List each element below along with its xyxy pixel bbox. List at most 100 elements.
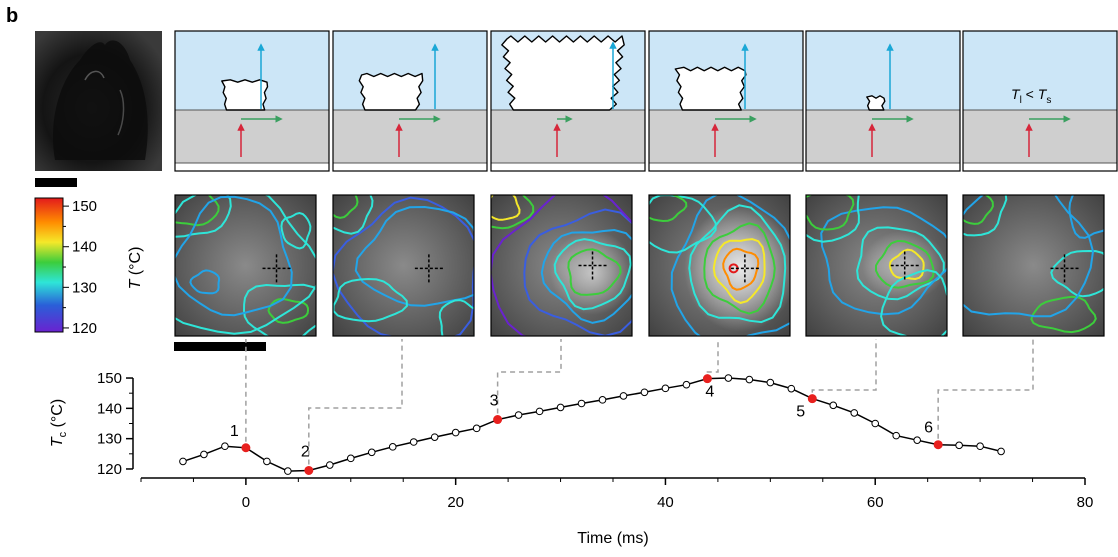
highlight-label-2: 2 — [301, 443, 310, 460]
data-point — [892, 431, 901, 440]
isotherm-contour — [242, 283, 316, 336]
vapor-bubble — [358, 72, 424, 111]
data-point — [221, 442, 229, 451]
data-point — [577, 399, 586, 408]
highlight-point-4 — [702, 374, 712, 384]
liquid-region — [963, 31, 1117, 110]
data-point — [661, 384, 670, 393]
data-point — [535, 407, 544, 416]
ir-frame — [332, 194, 475, 337]
substrate-region — [963, 110, 1117, 163]
ir-map-row — [174, 194, 1105, 337]
colorbar: 150 140 130 120 T (°C) — [34, 197, 144, 337]
schematic-panel-3 — [490, 30, 646, 172]
substrate-region — [175, 110, 329, 163]
data-point — [913, 436, 921, 444]
data-point — [745, 375, 754, 384]
ir-frame — [962, 194, 1105, 337]
highlight-label-1: 1 — [230, 423, 239, 440]
data-point — [179, 457, 187, 466]
photo-scale-bar — [35, 178, 77, 187]
ir-map-5 — [805, 194, 948, 337]
isotherm-contour — [703, 222, 776, 315]
data-point — [388, 443, 397, 451]
leader-line-3 — [496, 339, 562, 414]
isotherm-contour — [175, 195, 220, 227]
isotherm-contour — [175, 195, 316, 335]
isotherm-contour — [175, 195, 293, 317]
leader-line-5 — [811, 339, 877, 393]
isotherm-contour — [523, 208, 632, 336]
x-tick-label: 0 — [242, 494, 250, 511]
highlight-point-3 — [493, 415, 503, 425]
highlight-point-5 — [807, 394, 817, 404]
isotherm-contour — [963, 195, 1095, 318]
vapor-bubble — [501, 35, 625, 111]
data-point — [284, 467, 292, 475]
vapor-bubble — [221, 79, 269, 111]
data-point — [451, 428, 460, 437]
data-point — [766, 378, 775, 387]
isotherm-contour — [175, 195, 232, 238]
data-point — [430, 433, 439, 441]
ir-background — [333, 195, 474, 336]
ir-map-1 — [174, 194, 317, 337]
isotherm-contour — [491, 195, 521, 221]
schematic-panel-4 — [648, 30, 804, 172]
highlight-label-5: 5 — [796, 404, 805, 421]
x-tick-label: 40 — [657, 494, 674, 511]
data-point — [619, 392, 628, 400]
schematic-panel-6: Tl < Ts — [962, 30, 1118, 172]
isotherm-contour — [280, 211, 312, 250]
isotherm-contour — [438, 299, 474, 336]
schematic-frame — [490, 30, 646, 172]
substrate-region — [806, 110, 960, 163]
isotherm-contour — [1068, 195, 1104, 239]
schematic-frame — [648, 30, 804, 172]
data-point — [514, 411, 523, 419]
ir-frame — [805, 194, 948, 337]
ir-frame — [490, 194, 633, 337]
isotherm-contour — [649, 195, 717, 254]
leader-line-2 — [308, 339, 403, 465]
data-point — [326, 461, 334, 469]
vapor-bubble — [866, 95, 886, 111]
y-tick-label: 140 — [97, 400, 122, 417]
isotherm-contour — [856, 226, 945, 301]
temperature-chart: 0 20 40 60 80 120 130 140 150 1 2 3 4 5 6 Time (ms) T… — [49, 370, 1093, 547]
y-tick-label: 120 — [97, 461, 122, 478]
highlight-point-2 — [304, 465, 314, 475]
x-tick-label: 80 — [1077, 494, 1094, 511]
hot-spot — [862, 230, 947, 301]
isotherm-contour — [722, 247, 760, 291]
isotherm-contour — [333, 277, 408, 323]
data-point — [346, 454, 355, 463]
data-point — [556, 403, 565, 412]
data-point — [787, 384, 796, 393]
schematic-frame — [805, 30, 961, 172]
colorbar-tick-label: 120 — [72, 320, 97, 337]
data-point — [263, 457, 271, 466]
leader-line-6 — [937, 339, 1034, 439]
highlight-label-3: 3 — [490, 393, 499, 410]
isotherm-contour — [880, 269, 947, 336]
data-point — [829, 401, 838, 410]
highlight-point-6 — [933, 440, 943, 450]
ir-map-6 — [962, 194, 1105, 337]
data-point — [850, 409, 859, 417]
series-line — [182, 377, 1002, 472]
data-point — [955, 441, 963, 450]
highlighted-points: 1 2 3 4 5 6 — [230, 374, 943, 475]
colorbar-tick-label: 150 — [72, 198, 97, 215]
highlight-label-6: 6 — [924, 420, 933, 437]
data-point — [682, 380, 691, 389]
y-axis-label: Tc (°C) — [49, 399, 69, 447]
schematic-panel-2 — [332, 30, 488, 172]
schematic-frame — [332, 30, 488, 172]
leader-lines — [245, 339, 1034, 465]
data-point — [409, 438, 418, 446]
schematic-panel-5 — [805, 30, 961, 172]
x-tick-label: 20 — [447, 494, 464, 511]
isotherm-contour — [712, 238, 766, 304]
chart-axes: 0 20 40 60 80 120 130 140 150 — [97, 370, 1093, 511]
